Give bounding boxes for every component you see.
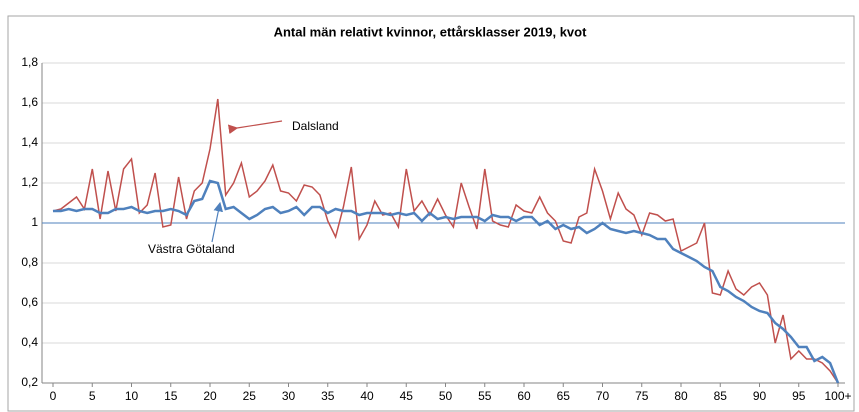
x-tick-label: 75 — [635, 389, 649, 403]
x-tick-label: 30 — [282, 389, 296, 403]
y-tick-label: 1,4 — [21, 135, 38, 149]
arrow — [211, 201, 224, 243]
x-tick-label: 20 — [203, 389, 217, 403]
x-tick-label: 60 — [517, 389, 531, 403]
x-tick-label: 45 — [400, 389, 414, 403]
y-tick-label: 0,8 — [21, 255, 38, 269]
x-tick-label: 90 — [753, 389, 767, 403]
y-tick-label: 1,2 — [21, 175, 38, 189]
x-tick-label: 15 — [164, 389, 178, 403]
x-tick-label: 5 — [89, 389, 96, 403]
annotation: Västra Götaland — [148, 242, 235, 256]
y-tick-label: 1,8 — [21, 55, 38, 69]
x-tick-label: 70 — [596, 389, 610, 403]
x-tick-label: 35 — [321, 389, 335, 403]
y-tick-label: 0,6 — [21, 295, 38, 309]
y-tick-label: 1,6 — [21, 95, 38, 109]
series-line — [52, 98, 839, 384]
chart-title: Antal män relativt kvinnor, ettårsklasse… — [274, 24, 588, 39]
x-tick-label: 100+ — [824, 389, 851, 403]
x-tick-label: 10 — [125, 389, 139, 403]
x-tick-label: 25 — [243, 389, 257, 403]
y-tick-label: 1 — [31, 215, 38, 229]
x-tick-label: 85 — [714, 389, 728, 403]
x-tick-label: 0 — [50, 389, 57, 403]
x-tick-label: 50 — [439, 389, 453, 403]
x-tick-label: 95 — [792, 389, 806, 403]
x-tick-label: 55 — [478, 389, 492, 403]
y-tick-label: 0,4 — [21, 335, 38, 349]
x-tick-label: 40 — [360, 389, 374, 403]
x-tick-label: 65 — [557, 389, 571, 403]
annotation: Dalsland — [292, 119, 339, 133]
y-tick-label: 0,2 — [21, 375, 38, 389]
arrow — [227, 120, 283, 135]
x-tick-label: 80 — [674, 389, 688, 403]
series-line — [53, 179, 840, 384]
plot-area: 0,2 0,4 0,6 0,8 1 1,2 1,4 1,6 1,8 0 5 10 15 20 25 30 35 4… — [21, 55, 851, 403]
